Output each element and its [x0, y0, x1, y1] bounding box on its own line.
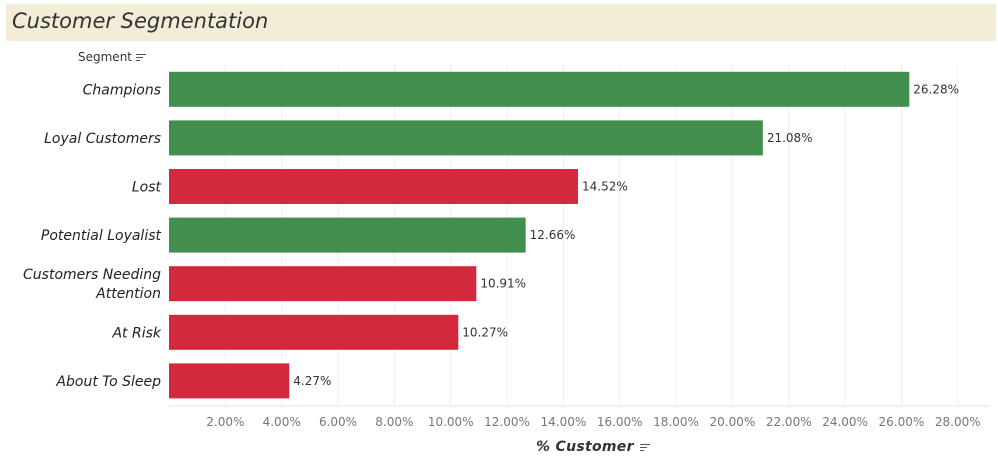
bar[interactable] — [169, 120, 763, 156]
x-tick-label: 22.00% — [766, 415, 812, 429]
sort-icon[interactable] — [639, 443, 650, 452]
bar[interactable] — [169, 217, 526, 253]
x-tick-label: 28.00% — [935, 415, 981, 429]
x-axis-title[interactable]: % Customer — [536, 439, 650, 455]
x-tick-label: 8.00% — [375, 415, 413, 429]
category-label: Customers Needing Attention — [23, 267, 161, 302]
data-label: 10.27% — [462, 325, 508, 339]
category-label: At Risk — [111, 325, 161, 341]
dashboard-title: Customer Segmentation — [12, 9, 269, 33]
data-label: 10.91% — [480, 277, 526, 291]
data-label: 14.52% — [582, 180, 628, 194]
bar[interactable] — [169, 169, 579, 204]
data-label: 4.27% — [293, 374, 331, 388]
x-tick-label: 4.00% — [263, 415, 301, 429]
bar[interactable] — [169, 363, 290, 399]
x-tick-label: 6.00% — [319, 415, 357, 429]
x-tick-label: 14.00% — [540, 415, 586, 429]
bar[interactable] — [169, 314, 459, 350]
data-label: 12.66% — [530, 228, 576, 242]
segment-header-label: Segment — [78, 50, 132, 64]
x-tick-label: 10.00% — [428, 415, 474, 429]
sort-icon[interactable] — [136, 53, 146, 62]
category-label: Loyal Customers — [44, 131, 161, 147]
x-tick-label: 12.00% — [484, 415, 530, 429]
category-label: Champions — [83, 82, 161, 98]
x-tick-label: 26.00% — [879, 415, 925, 429]
x-tick-label: 16.00% — [597, 415, 643, 429]
category-label: Potential Loyalist — [41, 228, 162, 244]
category-label: About To Sleep — [55, 374, 161, 390]
x-axis-title-label: % Customer — [536, 439, 634, 455]
x-tick-label: 18.00% — [653, 415, 699, 429]
data-label: 21.08% — [767, 131, 813, 145]
x-tick-label: 20.00% — [710, 415, 756, 429]
data-label: 26.28% — [913, 82, 959, 96]
bar[interactable] — [169, 71, 910, 107]
x-tick-label: 24.00% — [822, 415, 868, 429]
x-tick-label: 2.00% — [206, 415, 244, 429]
category-label: Lost — [132, 180, 162, 196]
bar[interactable] — [169, 266, 477, 302]
title-bar: Customer Segmentation — [6, 4, 996, 41]
segment-header[interactable]: Segment — [78, 50, 146, 64]
